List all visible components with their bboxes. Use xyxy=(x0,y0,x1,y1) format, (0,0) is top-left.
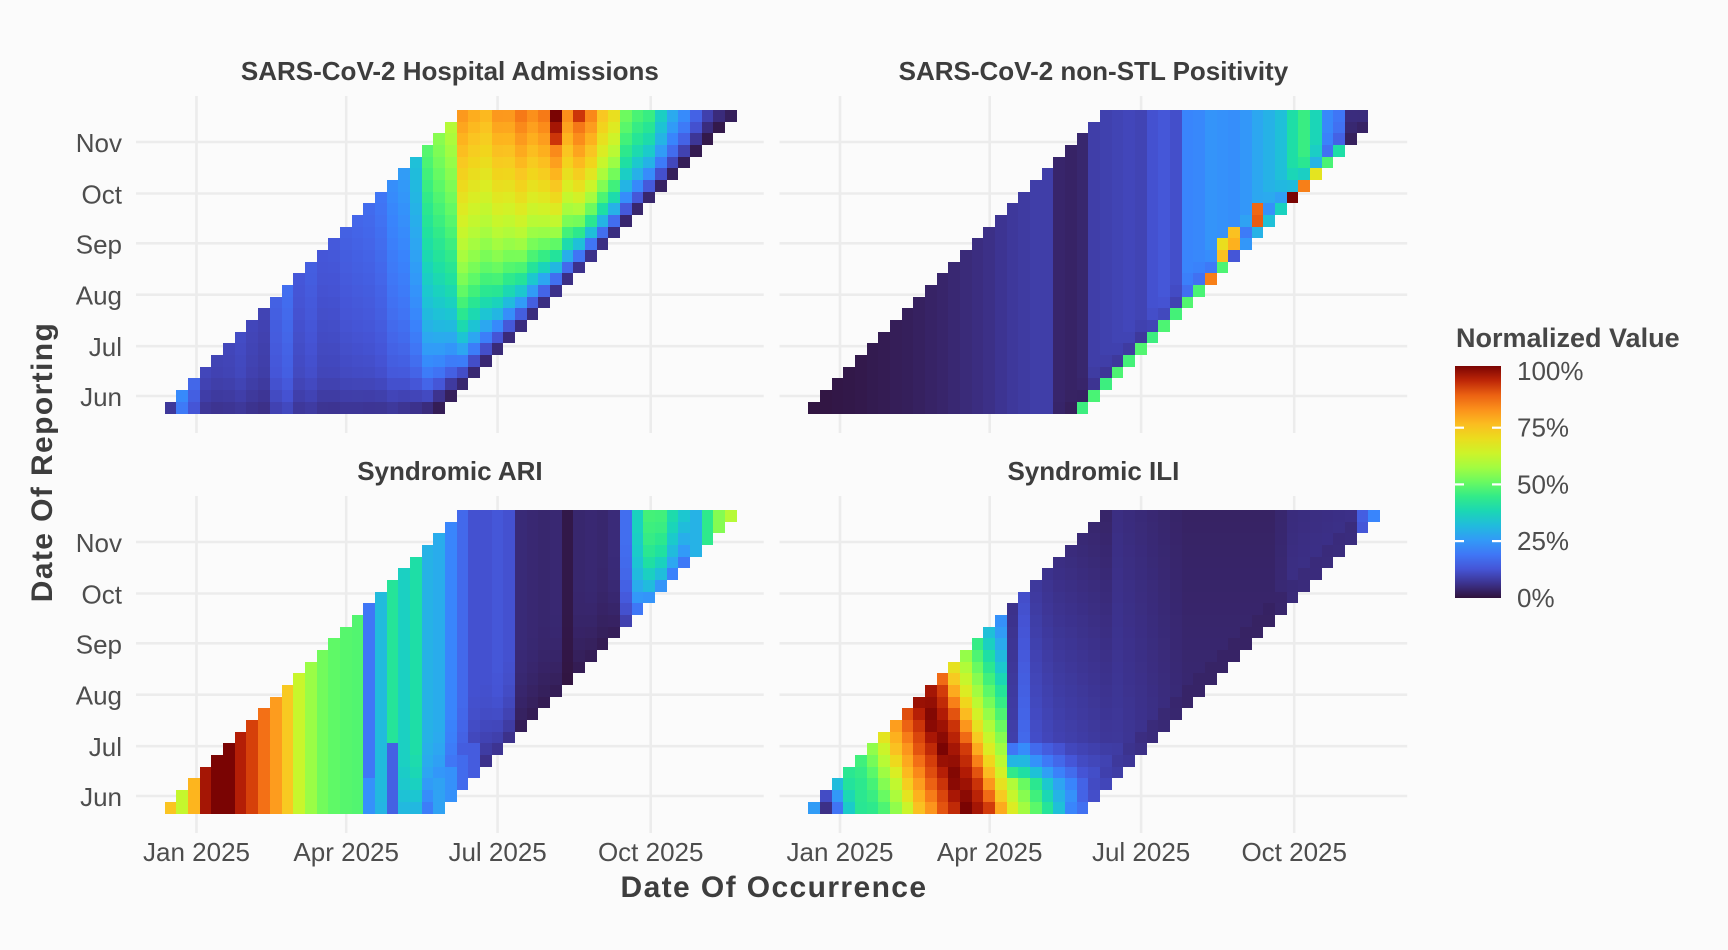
svg-text:25%: 25% xyxy=(1517,526,1569,556)
svg-text:Oct 2025: Oct 2025 xyxy=(598,837,704,867)
svg-text:Oct: Oct xyxy=(82,580,123,610)
svg-text:Date Of Reporting: Date Of Reporting xyxy=(26,322,59,602)
svg-text:Syndromic ILI: Syndromic ILI xyxy=(1007,456,1179,486)
svg-text:100%: 100% xyxy=(1517,356,1584,386)
svg-text:Nov: Nov xyxy=(76,528,122,558)
svg-text:Jul 2025: Jul 2025 xyxy=(448,837,546,867)
svg-text:Nov: Nov xyxy=(76,128,122,158)
svg-text:Normalized Value: Normalized Value xyxy=(1456,323,1680,353)
svg-text:Jun: Jun xyxy=(80,782,122,812)
svg-text:Apr 2025: Apr 2025 xyxy=(293,837,399,867)
svg-text:Jan 2025: Jan 2025 xyxy=(143,837,250,867)
svg-text:Oct: Oct xyxy=(82,180,123,210)
svg-text:Jul: Jul xyxy=(89,332,122,362)
svg-text:Syndromic ARI: Syndromic ARI xyxy=(357,456,542,486)
svg-text:Jul 2025: Jul 2025 xyxy=(1092,837,1190,867)
svg-text:Date Of Occurrence: Date Of Occurrence xyxy=(621,871,928,904)
svg-text:Oct 2025: Oct 2025 xyxy=(1241,837,1347,867)
svg-text:Aug: Aug xyxy=(76,281,122,311)
svg-text:75%: 75% xyxy=(1517,413,1569,443)
svg-text:SARS-CoV-2 Hospital Admissions: SARS-CoV-2 Hospital Admissions xyxy=(241,56,659,86)
svg-text:Jun: Jun xyxy=(80,382,122,412)
svg-text:Sep: Sep xyxy=(76,629,122,659)
svg-text:Aug: Aug xyxy=(76,681,122,711)
svg-text:SARS-CoV-2 non-STL Positivity: SARS-CoV-2 non-STL Positivity xyxy=(899,56,1289,86)
svg-text:Sep: Sep xyxy=(76,229,122,259)
svg-text:Jan 2025: Jan 2025 xyxy=(787,837,894,867)
svg-text:Apr 2025: Apr 2025 xyxy=(937,837,1043,867)
svg-text:0%: 0% xyxy=(1517,583,1555,613)
svg-text:50%: 50% xyxy=(1517,469,1569,499)
svg-text:Jul: Jul xyxy=(89,732,122,762)
